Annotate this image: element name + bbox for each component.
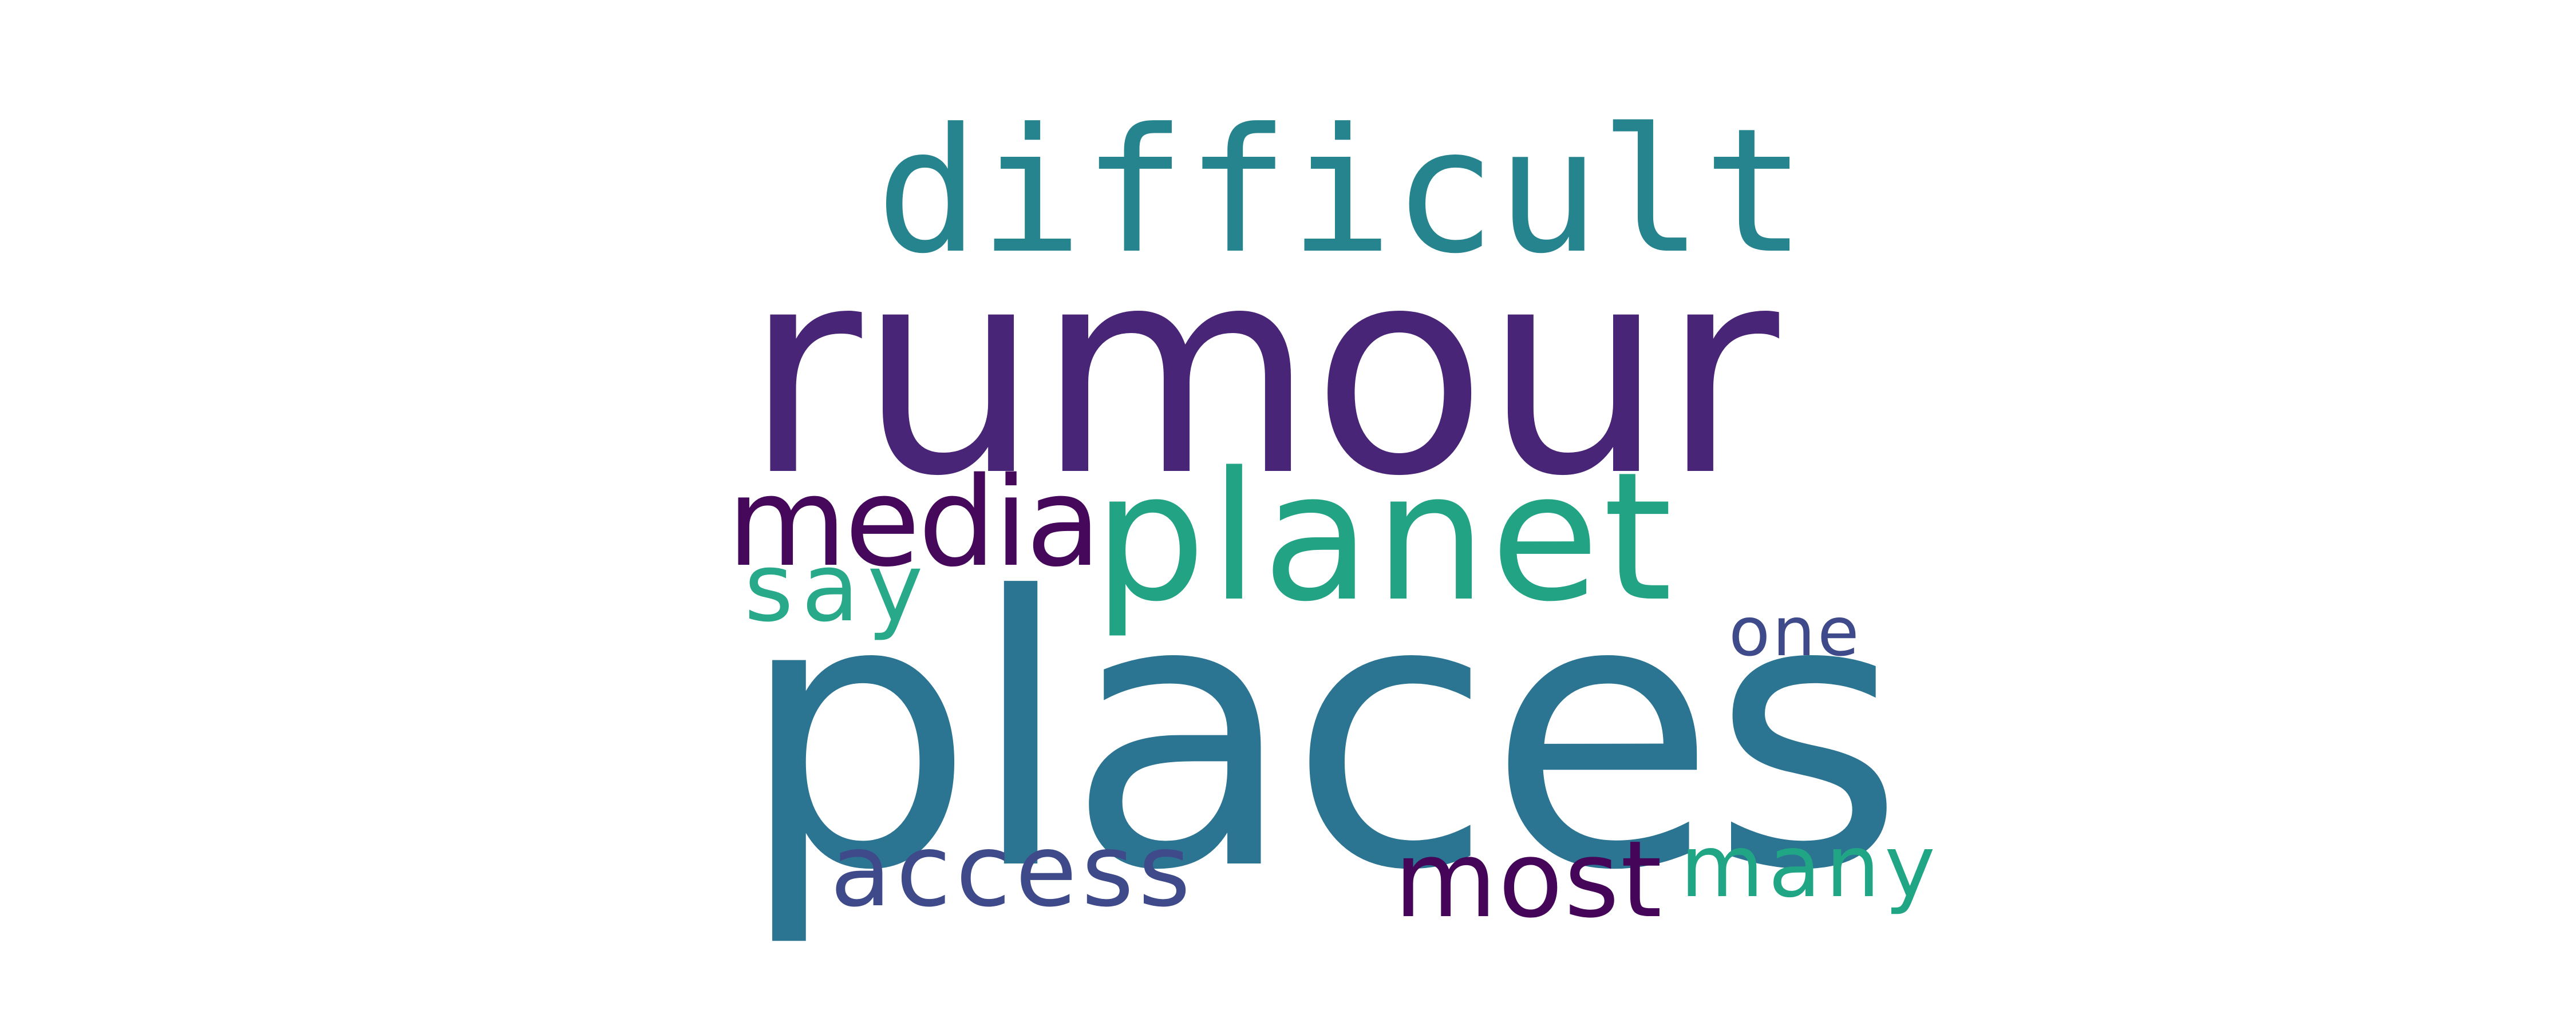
word-say: say [744,533,931,643]
word-difficult: difficult [876,92,1807,291]
word-places: places [738,519,1905,952]
word-rumour: rumour [744,205,1779,538]
word-planet: planet [1093,434,1676,641]
word-media: media [727,450,1101,594]
word-many: many [1680,817,1940,917]
word-access: access [830,813,1195,929]
word-one: one [1729,592,1862,671]
word-most: most [1394,818,1664,941]
